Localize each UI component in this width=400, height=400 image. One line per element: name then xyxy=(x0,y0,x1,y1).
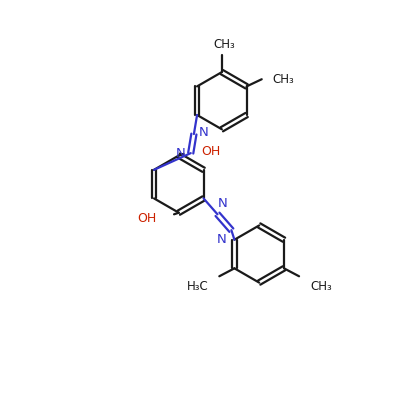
Text: N: N xyxy=(199,126,209,138)
Text: CH₃: CH₃ xyxy=(272,73,294,86)
Text: N: N xyxy=(216,233,226,246)
Text: N: N xyxy=(176,147,186,160)
Text: N: N xyxy=(218,196,227,210)
Text: OH: OH xyxy=(201,145,220,158)
Text: H₃C: H₃C xyxy=(186,280,208,293)
Text: CH₃: CH₃ xyxy=(310,280,332,293)
Text: OH: OH xyxy=(137,212,156,225)
Text: CH₃: CH₃ xyxy=(213,38,235,51)
